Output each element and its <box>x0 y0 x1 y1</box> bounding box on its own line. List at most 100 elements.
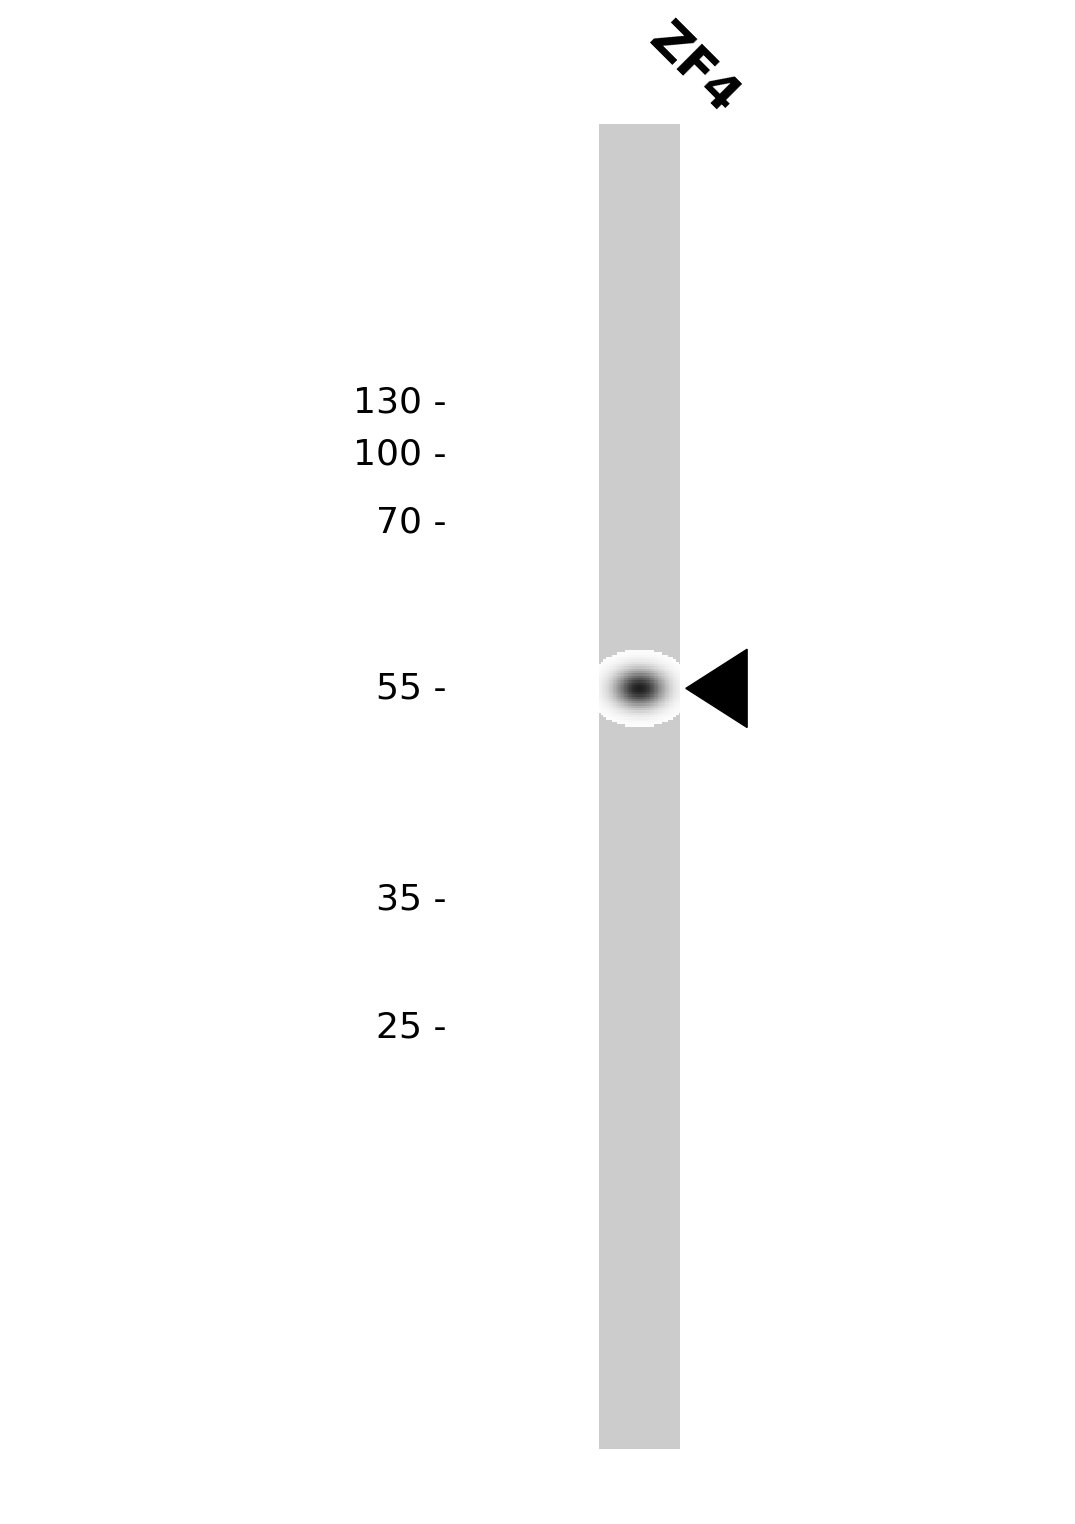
Bar <box>678 683 679 684</box>
Bar <box>677 683 678 684</box>
Bar <box>633 664 635 666</box>
Bar <box>620 655 621 657</box>
Bar <box>620 722 621 724</box>
Bar <box>624 684 626 687</box>
Bar <box>657 692 658 693</box>
Bar <box>635 683 636 684</box>
Bar <box>658 687 659 689</box>
Bar <box>629 678 631 680</box>
Bar <box>663 718 665 719</box>
Bar <box>659 719 661 722</box>
Bar <box>665 718 666 719</box>
Bar <box>608 684 611 687</box>
Bar <box>642 671 643 674</box>
Bar <box>617 709 618 710</box>
Bar <box>605 696 606 700</box>
Bar <box>671 669 672 671</box>
Bar <box>639 669 641 671</box>
Bar <box>659 680 661 683</box>
Bar <box>637 675 639 678</box>
Bar <box>656 666 657 669</box>
Bar <box>620 706 621 709</box>
Bar <box>671 664 672 666</box>
Bar <box>618 715 620 718</box>
Bar <box>665 669 666 671</box>
Bar <box>614 719 616 722</box>
Bar <box>646 689 647 692</box>
Bar <box>605 664 606 666</box>
Bar <box>648 652 650 655</box>
Bar <box>618 693 620 696</box>
Bar <box>608 664 611 666</box>
Bar <box>666 655 668 657</box>
Bar <box>656 710 657 713</box>
Bar <box>673 683 674 684</box>
Bar <box>621 704 622 706</box>
Bar <box>620 718 621 719</box>
Bar <box>668 696 669 700</box>
Bar <box>650 649 651 652</box>
Bar <box>653 692 654 693</box>
Bar <box>600 700 601 701</box>
Bar <box>606 680 607 683</box>
Bar <box>656 722 657 724</box>
Bar <box>663 661 665 664</box>
Bar <box>601 661 602 664</box>
Bar <box>632 669 633 671</box>
Bar <box>621 669 622 671</box>
Bar <box>636 722 637 724</box>
Bar <box>651 709 653 710</box>
Bar <box>641 718 642 719</box>
Bar <box>616 719 617 722</box>
Bar <box>618 664 620 666</box>
Bar <box>641 678 642 680</box>
Bar <box>674 701 676 704</box>
Bar <box>644 719 646 722</box>
Bar <box>618 692 620 693</box>
Bar <box>636 675 637 678</box>
Bar <box>611 696 612 700</box>
Bar <box>674 713 676 715</box>
Bar <box>622 706 624 709</box>
Bar <box>659 678 661 680</box>
Bar <box>605 666 606 669</box>
Bar <box>646 669 647 671</box>
Bar <box>616 664 617 666</box>
Bar <box>654 655 656 657</box>
Bar <box>662 709 663 710</box>
Bar <box>626 719 627 722</box>
Bar <box>651 655 653 657</box>
Bar <box>658 704 659 706</box>
Bar <box>612 664 613 666</box>
Bar <box>635 700 636 701</box>
Bar <box>669 692 671 693</box>
Bar <box>666 684 668 687</box>
Bar <box>607 674 608 675</box>
Bar <box>637 687 639 689</box>
Bar <box>612 693 613 696</box>
Bar <box>663 700 665 701</box>
Bar <box>624 706 626 709</box>
Bar <box>635 693 636 696</box>
Bar <box>601 666 602 669</box>
Bar <box>608 680 611 683</box>
Bar <box>608 689 611 692</box>
Bar <box>648 680 650 683</box>
Bar <box>626 706 627 709</box>
Bar <box>607 701 608 704</box>
Bar <box>648 719 650 722</box>
Bar <box>624 671 626 674</box>
Bar <box>641 655 642 657</box>
Bar <box>672 706 673 709</box>
Bar <box>642 689 643 692</box>
Bar <box>646 666 647 669</box>
Bar <box>629 689 631 692</box>
Bar <box>665 700 666 701</box>
Bar <box>651 724 653 727</box>
Bar <box>668 657 669 660</box>
Bar <box>646 675 647 678</box>
Bar <box>665 671 666 674</box>
Bar <box>637 715 639 718</box>
Bar <box>643 724 644 727</box>
Bar <box>642 715 643 718</box>
